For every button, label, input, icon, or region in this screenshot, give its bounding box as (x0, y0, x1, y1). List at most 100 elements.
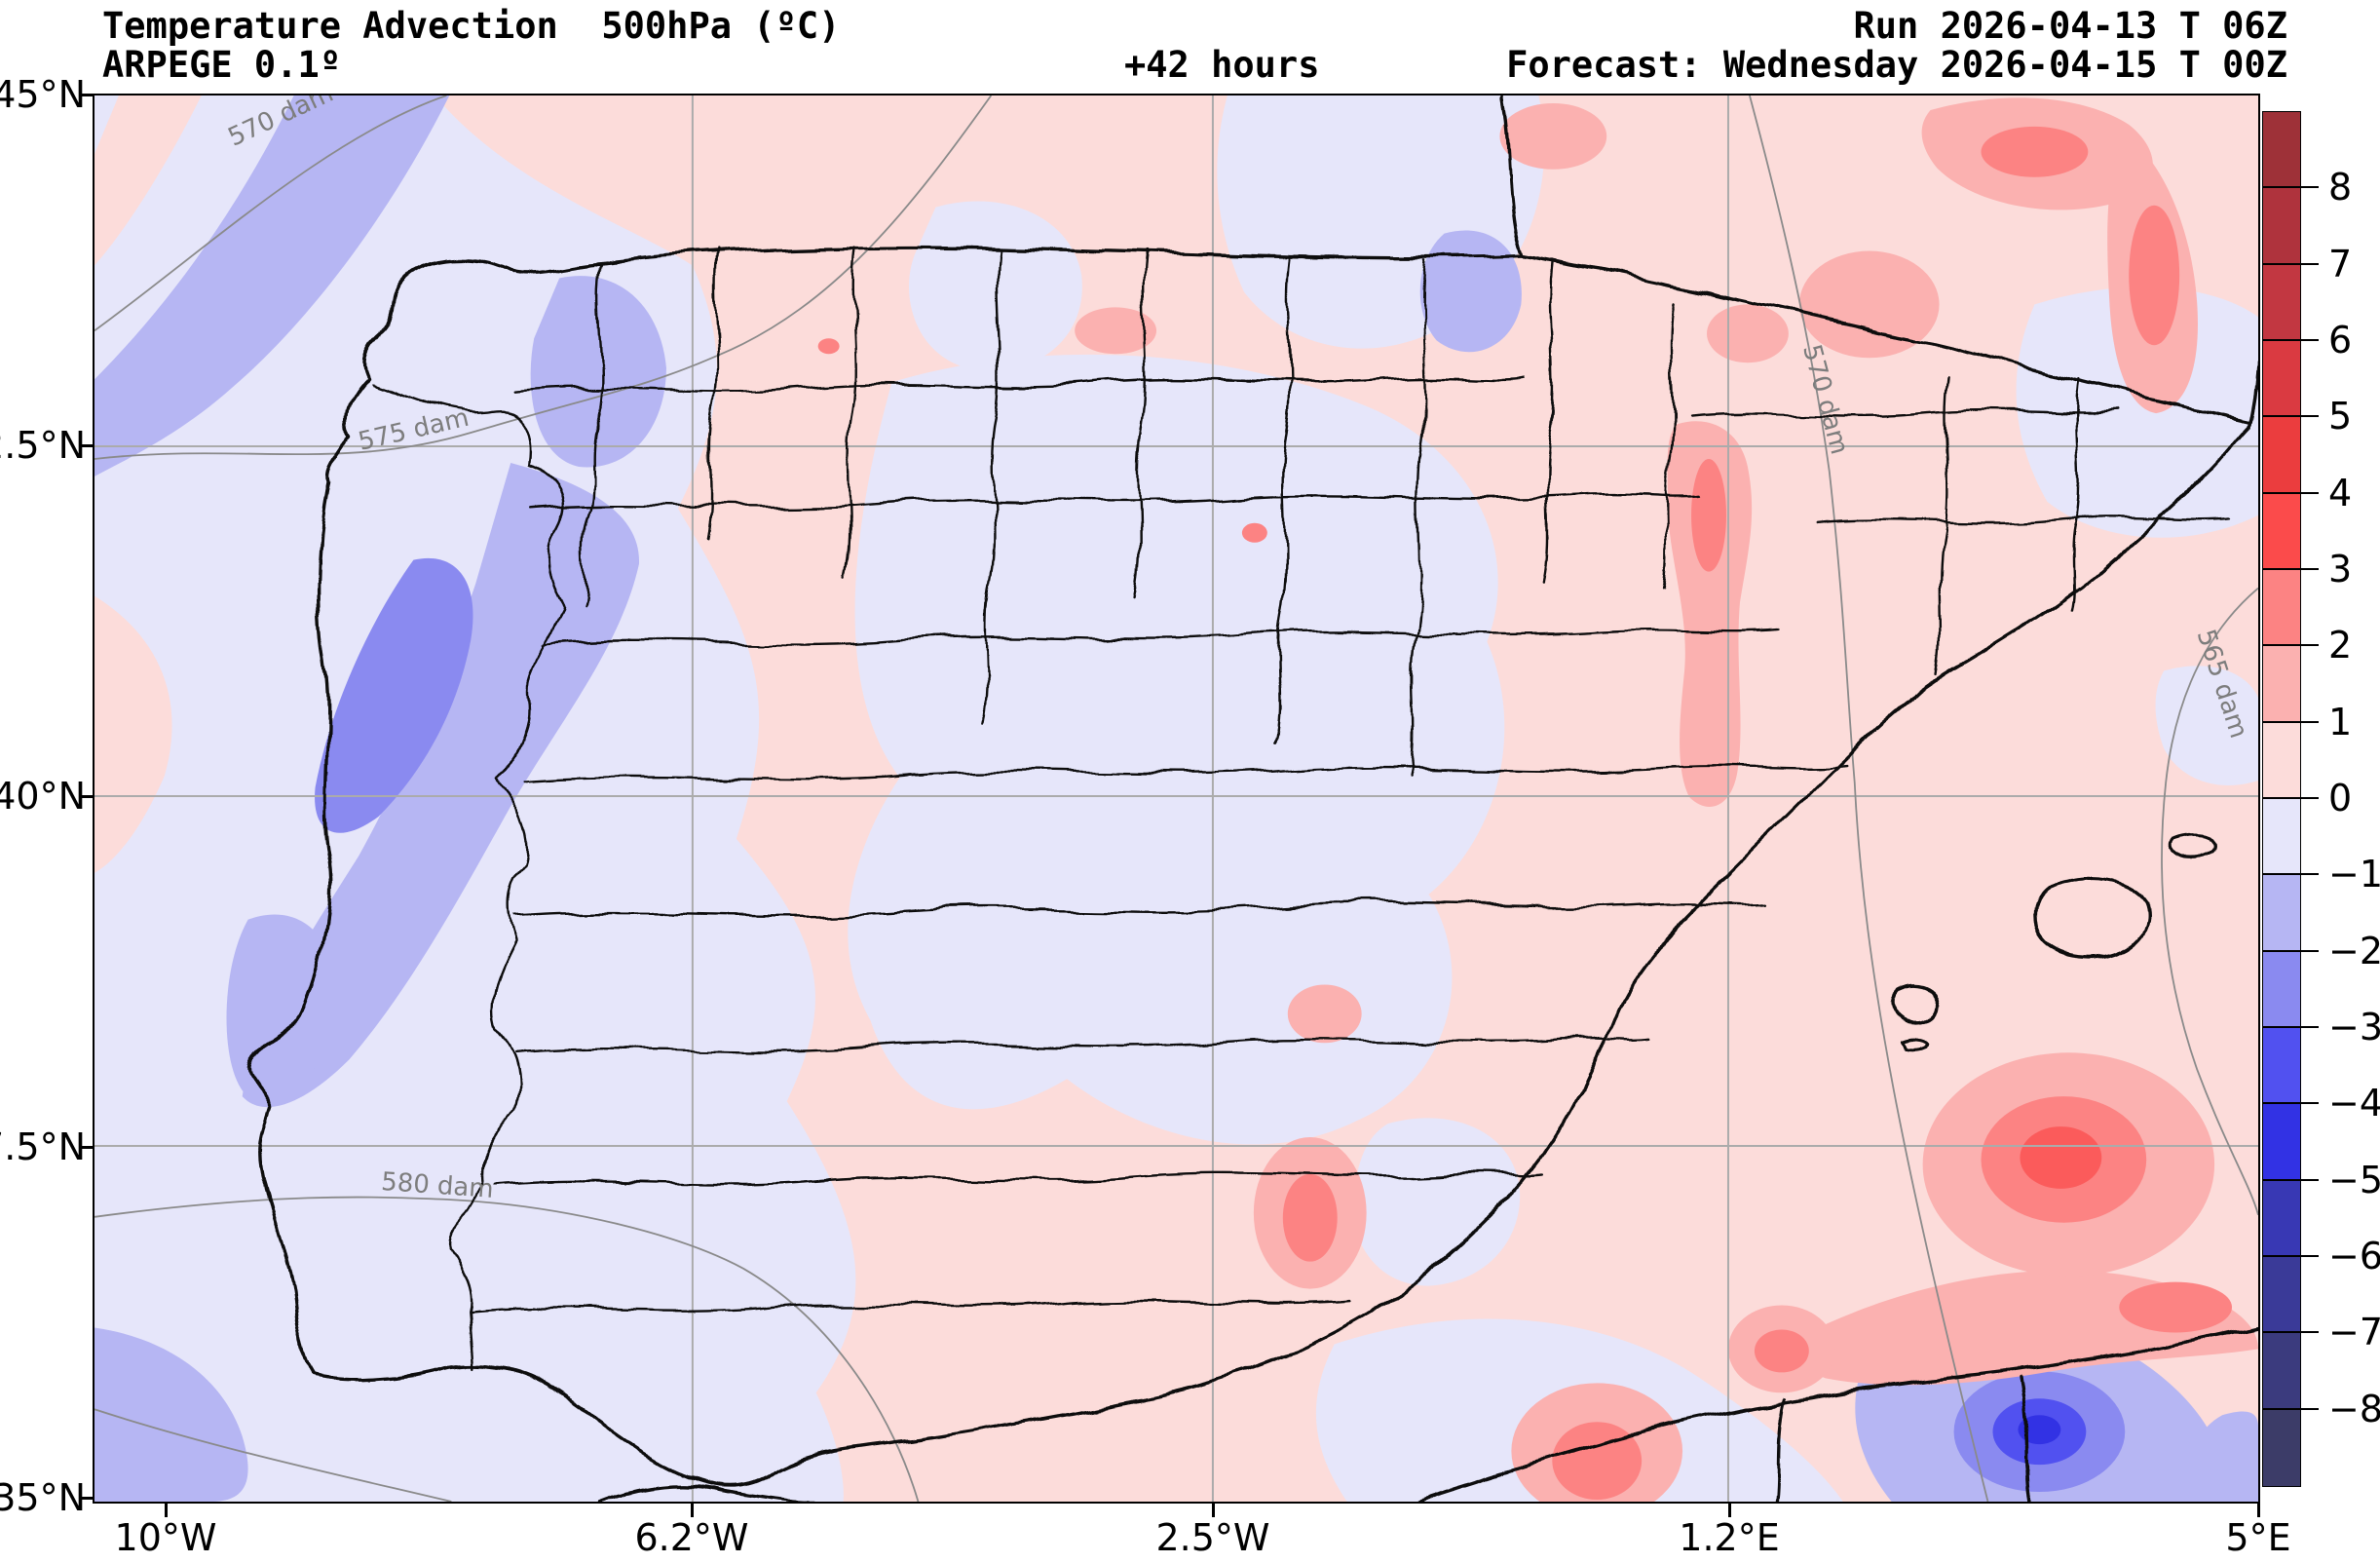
field-region-p1 (1499, 102, 1607, 170)
field-region-p2 (1552, 1422, 1643, 1501)
colorbar-segment (2263, 417, 2300, 494)
x-tick-mark (2257, 1504, 2260, 1517)
geopotential-contour-line (94, 1196, 920, 1502)
province-border (523, 764, 1846, 782)
colorbar-tick-label: −3 (2328, 1006, 2380, 1048)
field-region-p2 (2119, 1281, 2233, 1333)
colorbar-boundary-line (2262, 1102, 2301, 1105)
field-region-p2 (2129, 205, 2180, 346)
field-region-p1 (1798, 250, 1940, 359)
colorbar-boundary-line (2262, 797, 2301, 799)
y-tick-mark (79, 444, 93, 447)
y-tick-mark (79, 1146, 93, 1149)
colorbar-tick-mark (2301, 491, 2319, 494)
colorbar-tick-mark (2301, 415, 2319, 418)
province-border (513, 1038, 1652, 1054)
colorbar-tick-mark (2301, 339, 2319, 341)
colorbar-tick-label: 3 (2328, 548, 2353, 591)
coastline (598, 1484, 818, 1502)
colorbar-segment (2263, 1333, 2300, 1410)
colorbar-tick-label: −4 (2328, 1082, 2380, 1125)
field-region-m3 (315, 557, 473, 833)
field-region-p2 (1981, 126, 2089, 177)
colorbar-tick-mark (2301, 1407, 2319, 1410)
colorbar-tick-label: 6 (2328, 319, 2353, 362)
colorbar-tick-label: 1 (2328, 700, 2353, 743)
x-tick-label: 6.2°W (634, 1516, 749, 1559)
field-region-p1 (1075, 307, 1157, 355)
geopotential-contour-line (2161, 587, 2258, 1216)
coastline (1500, 95, 1525, 258)
coastline (1889, 984, 1942, 1023)
colorbar-segment (2263, 188, 2300, 265)
field-region-m2 (530, 276, 666, 468)
geopotential-contour-line (1749, 95, 1989, 1502)
field-region-m5 (2018, 1415, 2061, 1445)
colorbar-boundary-line (2262, 568, 2301, 570)
field-region-m2 (94, 1327, 248, 1502)
x-tick-mark (1728, 1504, 1731, 1517)
field-region-m2 (94, 95, 450, 477)
colorbar-tick-label: −2 (2328, 929, 2380, 972)
province-border (1687, 408, 2119, 418)
y-tick-label: 40°N (0, 775, 86, 818)
colorbar-segment (2263, 951, 2300, 1028)
colorbar-tick-mark (2301, 568, 2319, 570)
coastline (2031, 878, 2151, 959)
lead-time-label: +42 hours (1124, 44, 1320, 86)
colorbar-segment (2263, 1027, 2300, 1105)
x-tick-mark (1212, 1504, 1215, 1517)
colorbar-tick-mark (2301, 873, 2319, 876)
colorbar-boundary-line (2262, 949, 2301, 952)
y-tick-mark (79, 795, 93, 798)
colorbar-tick-mark (2301, 949, 2319, 952)
field-region-p3 (2020, 1126, 2102, 1189)
province-border (1936, 376, 1948, 675)
geopotential-contour-line (94, 95, 993, 460)
colorbar-segment (2263, 875, 2300, 952)
province-border (511, 376, 1526, 394)
coastline (1899, 1036, 1929, 1050)
colorbar-boundary-line (2262, 1331, 2301, 1334)
coastline (2018, 1376, 2032, 1502)
colorbar-tick-label: 0 (2328, 777, 2353, 820)
y-tick-mark (79, 1497, 93, 1500)
colorbar-segment (2263, 112, 2300, 189)
field-region-m2 (1419, 230, 1522, 353)
colorbar-tick-mark (2301, 644, 2319, 647)
colorbar-tick-label: 7 (2328, 242, 2353, 286)
colorbar-tick-label: −1 (2328, 853, 2380, 896)
colorbar-boundary-line (2262, 873, 2301, 876)
x-tick-label: 10°W (114, 1516, 217, 1559)
run-label: Run 2026-04-13 T 06Z (1853, 5, 2287, 47)
field-region-p2 (1282, 1173, 1338, 1262)
x-tick-label: 5°E (2225, 1516, 2291, 1559)
x-tick-label: 1.2°E (1679, 1516, 1780, 1559)
colorbar-tick-label: 4 (2328, 471, 2353, 515)
y-tick-label: 37.5°N (0, 1125, 86, 1168)
colorbar-tick-label: 2 (2328, 624, 2353, 667)
colorbar-segment (2263, 569, 2300, 647)
field-region-m1 (602, 1405, 816, 1502)
colorbar-segment (2263, 1104, 2300, 1181)
colorbar-tick-mark (2301, 1331, 2319, 1334)
x-tick-mark (691, 1504, 694, 1517)
field-region-m1 (2155, 666, 2258, 786)
geopotential-contour-line (94, 95, 447, 332)
coastline (246, 246, 2251, 1488)
colorbar-segment (2263, 264, 2300, 341)
coastline (1520, 253, 2251, 424)
colorbar-boundary-line (2262, 644, 2301, 647)
field-region-m1 (848, 354, 1505, 1145)
field-region-p2 (1754, 1329, 1809, 1373)
province-border (844, 246, 857, 583)
province-border (982, 247, 1001, 724)
y-tick-mark (79, 94, 93, 96)
y-tick-label: 35°N (0, 1476, 86, 1519)
colorbar-tick-label: −7 (2328, 1311, 2380, 1354)
colorbar-tick-mark (2301, 1026, 2319, 1028)
province-border (1133, 249, 1147, 597)
y-tick-label: 45°N (0, 73, 86, 116)
colorbar-tick-mark (2301, 797, 2319, 799)
